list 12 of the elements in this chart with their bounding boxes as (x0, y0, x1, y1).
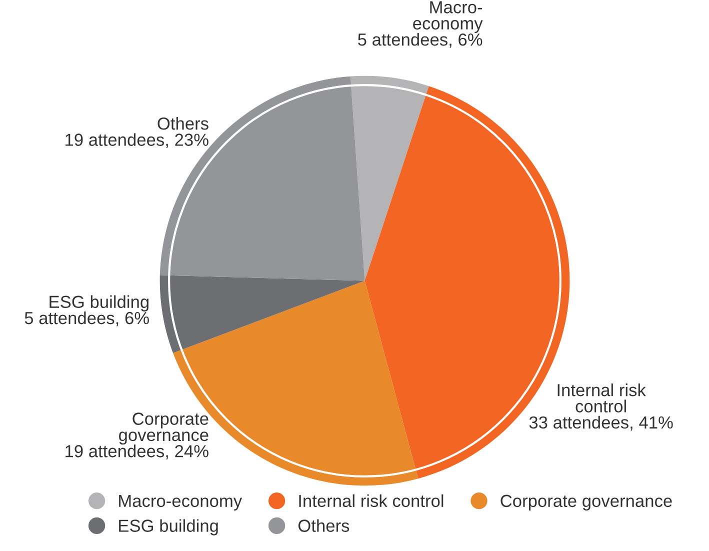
legend-label: Others (298, 519, 350, 532)
data-label: Others 19 attendees, 23% (66, 117, 208, 148)
data-label: Corporate governance 19 attendees, 24% (66, 412, 208, 460)
data-label: Internal risk control 33 attendees, 41% (529, 384, 673, 431)
data-label: Macro- economy 5 attendees, 6% (358, 1, 483, 48)
legend-label: Corporate governance (500, 494, 672, 511)
legend-label: ESG building (119, 519, 218, 536)
legend-label: Macro-economy (119, 494, 242, 511)
legend-label: Internal risk control (299, 494, 444, 508)
pie-slice (350, 76, 429, 281)
pie-slice (160, 275, 365, 354)
data-label: ESG building 5 attendees, 6% (24, 295, 149, 326)
